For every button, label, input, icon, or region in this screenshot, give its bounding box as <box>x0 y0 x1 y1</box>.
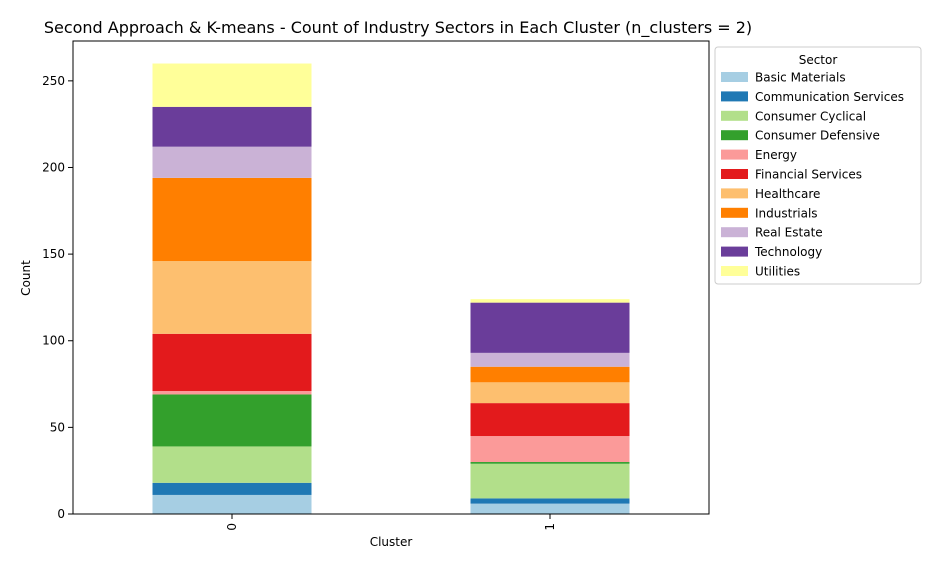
y-axis-label: Count <box>19 260 33 296</box>
legend-swatch <box>721 169 748 179</box>
bar-segment-cluster-1-utilities <box>470 299 630 303</box>
y-tick-label: 100 <box>42 334 65 348</box>
x-axis-label: Cluster <box>370 535 413 549</box>
legend-swatch <box>721 149 748 160</box>
bar-segment-cluster-0-industrials <box>152 177 312 262</box>
legend-label: Financial Services <box>755 168 862 182</box>
bar-segment-cluster-0-real-estate <box>152 146 312 178</box>
legend-swatch <box>721 91 748 102</box>
legend: Sector Basic Materials Communication Serv… <box>714 46 922 285</box>
legend-label: Real Estate <box>755 226 823 240</box>
bar-segment-cluster-1-industrials <box>470 366 630 383</box>
bar-segment-cluster-0-energy <box>152 390 312 395</box>
legend-label: Energy <box>755 148 797 162</box>
bar-segment-cluster-0-consumer-cyclical <box>152 446 312 483</box>
legend-label: Industrials <box>755 206 818 220</box>
bar-segment-cluster-1-real-estate <box>470 352 630 367</box>
bar-segment-cluster-0-communication-services <box>152 482 312 495</box>
legend-label: Healthcare <box>755 187 820 201</box>
legend-label: Consumer Cyclical <box>755 109 866 123</box>
legend-label: Technology <box>754 245 822 259</box>
legend-swatch <box>721 246 748 257</box>
legend-title: Sector <box>799 53 838 67</box>
bar-segment-cluster-0-consumer-defensive <box>152 394 312 447</box>
bar-segment-cluster-0-healthcare <box>152 261 312 334</box>
bar-segment-cluster-1-energy <box>470 436 630 463</box>
bar-segment-cluster-0-financial-services <box>152 333 312 391</box>
legend-swatch <box>721 188 748 199</box>
legend-swatch <box>721 207 748 218</box>
legend-label: Communication Services <box>755 90 904 104</box>
x-tick-label: 0 <box>225 523 239 531</box>
x-tick-label: 1 <box>543 523 557 531</box>
bars-group <box>152 63 630 514</box>
legend-swatch <box>721 130 748 141</box>
legend-label: Basic Materials <box>755 71 846 85</box>
y-tick-label: 250 <box>42 74 65 88</box>
legend-frame <box>714 46 922 285</box>
chart-title: Second Approach & K-means - Count of Ind… <box>44 18 752 38</box>
y-tick-label: 200 <box>42 160 65 174</box>
legend-label: Utilities <box>755 265 800 279</box>
plot-frame <box>72 40 710 515</box>
y-tick-label: 0 <box>57 507 65 521</box>
legend-swatch <box>721 110 748 121</box>
legend-label: Consumer Defensive <box>755 129 880 143</box>
bar-segment-cluster-1-financial-services <box>470 403 630 437</box>
legend-items: Basic Materials Communication Services Con… <box>721 71 904 279</box>
bar-segment-cluster-0-basic-materials <box>152 494 312 514</box>
bar-segment-cluster-1-communication-services <box>470 498 630 504</box>
bar-segment-cluster-0-utilities <box>152 63 312 107</box>
y-tick-label: 150 <box>42 247 65 261</box>
y-tick-label: 50 <box>50 420 65 434</box>
bar-segment-cluster-1-consumer-cyclical <box>470 463 630 499</box>
bar-segment-cluster-1-basic-materials <box>470 503 630 514</box>
y-axis: 0 50 100 150 200 250 <box>42 74 73 521</box>
bar-segment-cluster-1-healthcare <box>470 382 630 404</box>
bar-segment-cluster-0-technology <box>152 106 312 147</box>
legend-swatch <box>721 266 748 276</box>
bar-segment-cluster-1-technology <box>470 302 630 353</box>
legend-swatch <box>721 72 748 82</box>
bar-segment-cluster-1-consumer-defensive <box>470 462 630 464</box>
legend-swatch <box>721 227 748 238</box>
